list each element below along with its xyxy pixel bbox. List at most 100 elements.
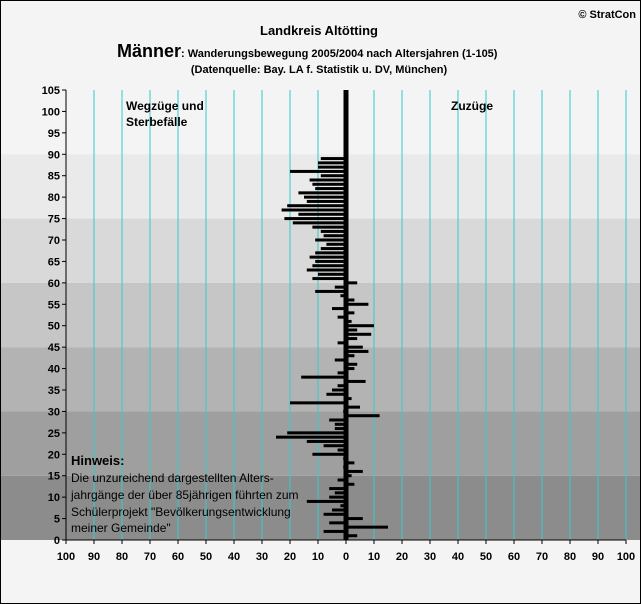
bar [312, 452, 346, 456]
bar [346, 328, 358, 332]
x-tick-label: 30 [424, 551, 436, 563]
y-tick-label: 55 [48, 299, 60, 311]
right-label: Zuzüge [451, 99, 493, 113]
bar [329, 521, 346, 525]
bar [329, 487, 346, 491]
y-tick-label: 90 [48, 149, 60, 161]
bar [332, 388, 346, 392]
y-tick-label: 100 [42, 106, 60, 118]
x-tick-label: 60 [172, 551, 184, 563]
bar [292, 221, 346, 225]
background-bands [1, 90, 640, 540]
bar [337, 448, 346, 452]
bar [346, 534, 358, 538]
x-tick-label: 0 [343, 551, 349, 563]
note-line: meiner Gemeinde" [71, 521, 171, 535]
bar [315, 251, 346, 255]
bar [334, 427, 346, 431]
x-tick-label: 100 [617, 551, 635, 563]
bar [284, 217, 346, 221]
y-tick-label: 85 [48, 171, 60, 183]
y-tick-label: 40 [48, 364, 60, 376]
bar [337, 341, 346, 345]
gender-title: Männer: Wanderungsbewegung 2005/2004 nac… [117, 41, 498, 61]
bar [315, 289, 346, 293]
bar [315, 259, 346, 263]
bar [323, 444, 346, 448]
x-tick-label: 40 [228, 551, 240, 563]
bar [346, 302, 369, 306]
x-tick-label: 90 [592, 551, 604, 563]
left-label-line2: Sterbefälle [126, 115, 188, 129]
bar [312, 264, 346, 268]
background-band [1, 154, 640, 219]
bar [318, 272, 346, 276]
bar [332, 508, 346, 512]
y-tick-label: 0 [54, 535, 60, 547]
bar [281, 208, 346, 212]
copyright: © StratCon [578, 9, 636, 21]
bar [346, 332, 372, 336]
x-tick-label: 100 [57, 551, 75, 563]
bar [301, 375, 346, 379]
x-tick-label: 10 [312, 551, 324, 563]
y-tick-label: 70 [48, 235, 60, 247]
bar [298, 212, 346, 216]
bar [346, 319, 352, 323]
background-band [1, 475, 640, 540]
bar [306, 499, 346, 503]
y-tick-label: 65 [48, 256, 60, 268]
bar [346, 311, 355, 315]
bar [334, 422, 346, 426]
bar [312, 182, 346, 186]
bar [312, 225, 346, 229]
bar [290, 401, 346, 405]
note-title: Hinweis: [71, 453, 124, 468]
x-tick-label: 50 [200, 551, 212, 563]
bar [306, 199, 346, 203]
y-tick-label: 105 [42, 85, 60, 97]
bar [320, 157, 346, 161]
y-tick-label: 75 [48, 214, 60, 226]
bar [340, 294, 346, 298]
bar [315, 238, 346, 242]
bar [346, 397, 352, 401]
bar [334, 491, 346, 495]
bar [346, 405, 360, 409]
bar [337, 371, 346, 375]
bar [323, 234, 346, 238]
bar [323, 529, 346, 533]
zero-axis [343, 90, 349, 540]
bar [312, 277, 346, 281]
y-tick-label: 25 [48, 428, 60, 440]
y-tick-label: 95 [48, 128, 60, 140]
bar [326, 392, 346, 396]
background-band [1, 282, 640, 348]
bar [329, 418, 346, 422]
bar [346, 525, 388, 529]
bar [346, 349, 369, 353]
bar [332, 307, 346, 311]
bar [346, 367, 355, 371]
x-tick-labels: 100 90 80 70 60 50 40 30 20 10 0 10 20 30 40 50 60 70 80 90… [57, 540, 635, 563]
bar [346, 298, 355, 302]
bar [306, 268, 346, 272]
x-tick-label: 50 [480, 551, 492, 563]
bar [329, 495, 346, 499]
background-band [1, 90, 640, 155]
y-tick-label: 45 [48, 342, 60, 354]
region-title: Landkreis Altötting [260, 23, 378, 38]
x-tick-label: 60 [508, 551, 520, 563]
x-tick-label: 90 [88, 551, 100, 563]
y-tick-label: 80 [48, 192, 60, 204]
bar [309, 255, 346, 259]
x-tick-label: 80 [564, 551, 576, 563]
bar [337, 315, 346, 319]
x-tick-label: 40 [452, 551, 464, 563]
bar [334, 358, 346, 362]
bar [346, 337, 358, 341]
bar [346, 324, 374, 328]
bar [287, 204, 346, 208]
note-line: Schülerprojekt "Bevölkerungsentwicklung [71, 505, 291, 519]
